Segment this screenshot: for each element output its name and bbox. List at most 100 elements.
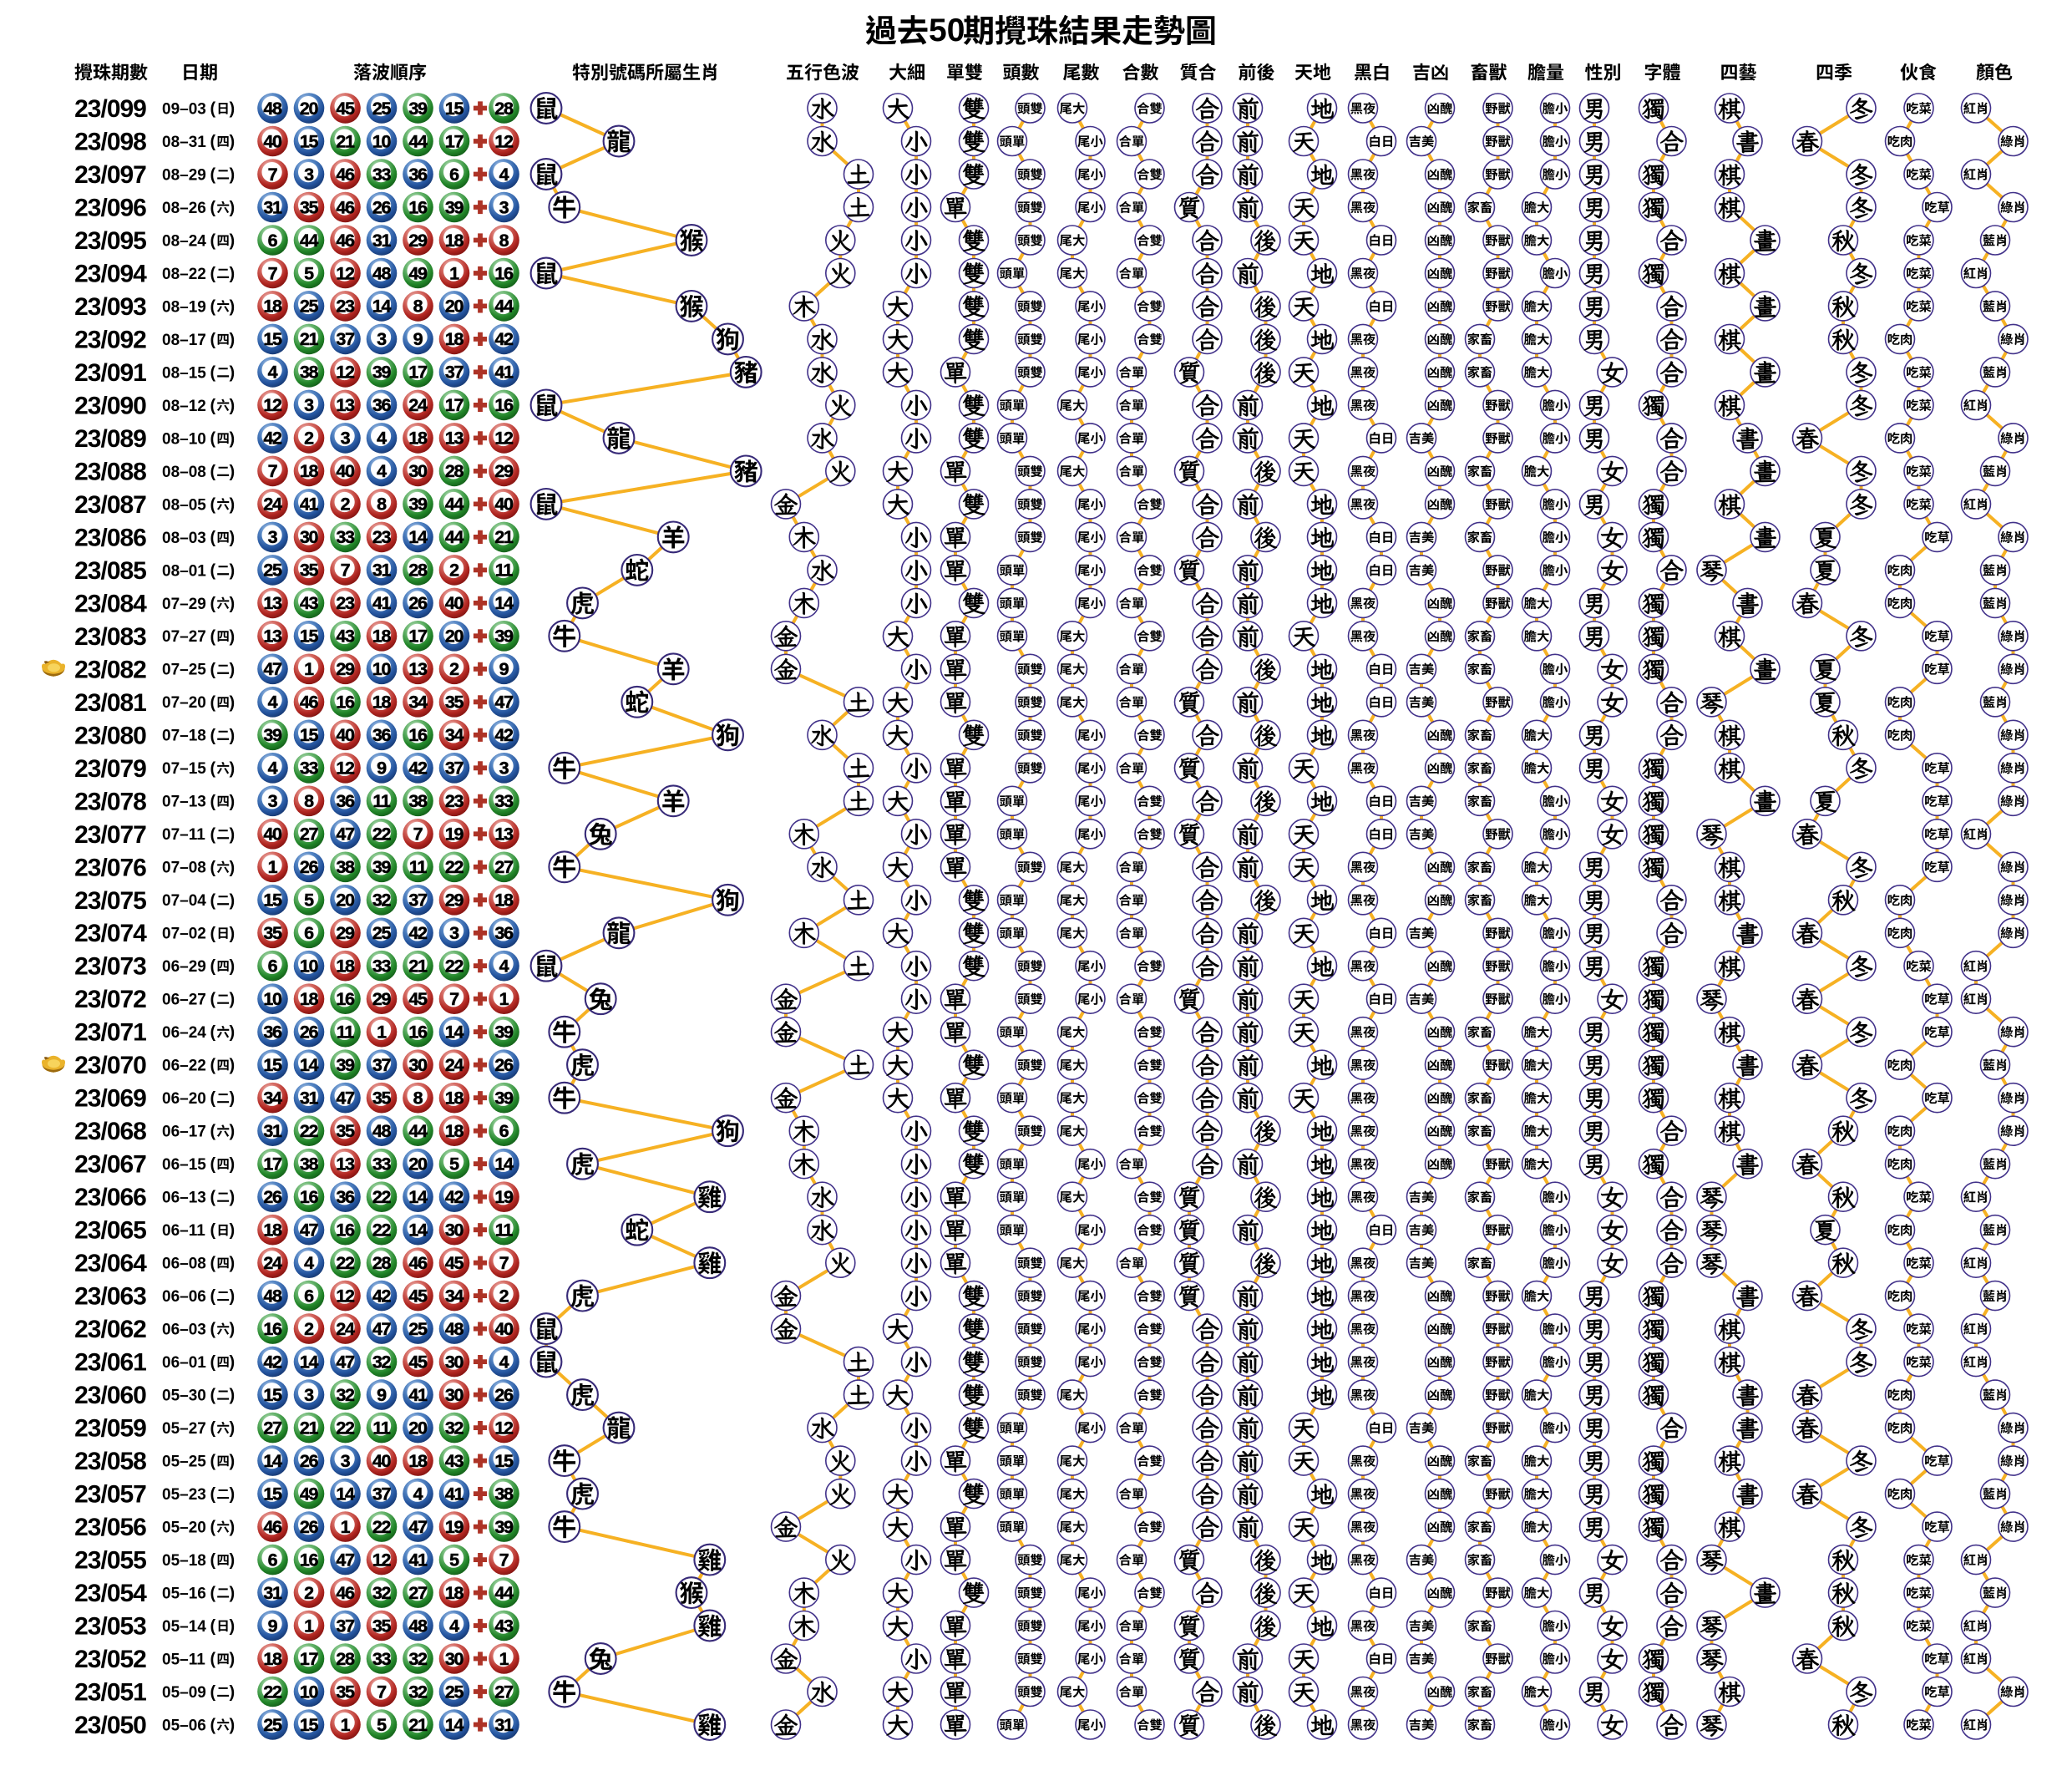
svg-text:08–15: 08–15: [162, 364, 206, 382]
svg-text:14: 14: [300, 1352, 319, 1372]
svg-text:23/065: 23/065: [74, 1217, 146, 1245]
svg-text:18: 18: [494, 890, 514, 911]
svg-text:05–27: 05–27: [162, 1420, 206, 1438]
svg-text:16: 16: [494, 263, 514, 283]
svg-text:16: 16: [300, 1550, 319, 1570]
svg-text:07–29: 07–29: [162, 596, 206, 613]
svg-text:(: (: [210, 595, 216, 613]
svg-text:(: (: [210, 793, 216, 811]
svg-text:10: 10: [300, 1682, 319, 1702]
svg-text:3: 3: [449, 923, 459, 943]
svg-text:23/091: 23/091: [74, 359, 146, 387]
svg-text:10: 10: [372, 659, 392, 679]
svg-text:19: 19: [494, 1187, 514, 1207]
svg-text:): ): [230, 1321, 236, 1339]
svg-text:47: 47: [494, 693, 514, 713]
svg-text:39: 39: [372, 857, 392, 877]
svg-text:47: 47: [300, 1220, 319, 1241]
svg-text:): ): [230, 957, 236, 976]
svg-text:23/056: 23/056: [74, 1514, 146, 1541]
svg-text:08–26: 08–26: [162, 200, 206, 217]
svg-text:7: 7: [413, 825, 423, 845]
svg-text:06–11: 06–11: [162, 1222, 205, 1240]
svg-text:(: (: [210, 232, 216, 251]
svg-text:06–08: 06–08: [162, 1256, 206, 1273]
svg-text:19: 19: [445, 825, 464, 845]
svg-text:15: 15: [445, 99, 464, 119]
svg-text:23/052: 23/052: [74, 1646, 146, 1673]
svg-text:): ): [230, 727, 236, 745]
svg-text:43: 43: [336, 627, 355, 647]
svg-text:23/099: 23/099: [74, 95, 146, 123]
svg-text:(: (: [210, 429, 216, 448]
svg-text:14: 14: [408, 527, 428, 547]
svg-text:08–05: 08–05: [162, 496, 206, 514]
svg-text:23/082: 23/082: [74, 656, 146, 683]
svg-text:36: 36: [336, 1187, 355, 1207]
svg-text:16: 16: [300, 1187, 319, 1207]
svg-text:18: 18: [408, 1451, 428, 1471]
svg-text:40: 40: [494, 495, 514, 515]
svg-text:(: (: [210, 1485, 216, 1504]
svg-text:07–02: 07–02: [162, 926, 206, 943]
svg-text:): ): [230, 793, 236, 811]
svg-text:15: 15: [300, 627, 319, 647]
svg-text:5: 5: [449, 1550, 459, 1570]
svg-text:28: 28: [445, 461, 464, 481]
svg-text:44: 44: [445, 527, 464, 547]
svg-text:20: 20: [445, 297, 464, 317]
svg-text:15: 15: [263, 1055, 282, 1075]
svg-text:14: 14: [300, 1055, 319, 1075]
svg-text:22: 22: [372, 1517, 392, 1537]
svg-text:4: 4: [499, 1352, 509, 1372]
svg-text:2: 2: [304, 1583, 314, 1603]
svg-text:44: 44: [494, 297, 514, 317]
svg-text:(: (: [210, 1651, 216, 1669]
svg-text:): ): [230, 1123, 236, 1141]
svg-text:6: 6: [304, 923, 314, 943]
svg-text:42: 42: [494, 329, 514, 349]
svg-text:05–06: 05–06: [162, 1717, 206, 1734]
svg-text:09–03: 09–03: [162, 100, 206, 118]
svg-text:8: 8: [304, 791, 314, 811]
svg-text:21: 21: [408, 1715, 428, 1735]
svg-text:31: 31: [372, 231, 392, 251]
svg-text:23/083: 23/083: [74, 623, 146, 651]
svg-text:11: 11: [372, 1418, 390, 1438]
svg-text:): ): [230, 859, 236, 877]
svg-text:18: 18: [445, 1088, 464, 1109]
svg-text:9: 9: [377, 1385, 387, 1405]
svg-text:13: 13: [263, 593, 282, 613]
svg-text:05–20: 05–20: [162, 1520, 206, 1537]
svg-text:34: 34: [408, 693, 428, 713]
svg-text:2: 2: [449, 659, 459, 679]
svg-text:7: 7: [268, 263, 278, 283]
svg-text:15: 15: [263, 1484, 282, 1504]
svg-text:3: 3: [304, 395, 314, 415]
svg-text:27: 27: [263, 1418, 282, 1438]
svg-text:17: 17: [408, 363, 428, 383]
svg-text:06–06: 06–06: [162, 1288, 206, 1306]
svg-text:16: 16: [263, 1319, 282, 1339]
svg-text:38: 38: [336, 857, 355, 877]
svg-text:): ): [230, 133, 236, 151]
svg-text:06–17: 06–17: [162, 1124, 206, 1141]
svg-text:23/097: 23/097: [74, 161, 146, 189]
svg-text:11: 11: [372, 791, 390, 811]
svg-text:27: 27: [408, 1583, 428, 1603]
svg-text:4: 4: [377, 461, 387, 481]
svg-text:10: 10: [263, 989, 282, 1009]
svg-text:43: 43: [445, 1451, 464, 1471]
svg-text:33: 33: [300, 759, 319, 779]
svg-text:34: 34: [263, 1088, 282, 1109]
svg-text:22: 22: [336, 1418, 355, 1438]
svg-text:16: 16: [408, 197, 428, 217]
svg-text:22: 22: [372, 825, 392, 845]
svg-text:7: 7: [268, 165, 278, 185]
svg-text:3: 3: [499, 197, 509, 217]
svg-text:31: 31: [300, 1088, 319, 1109]
svg-text:18: 18: [408, 429, 428, 449]
svg-text:06–29: 06–29: [162, 958, 206, 976]
svg-text:1: 1: [268, 857, 278, 877]
svg-text:14: 14: [494, 593, 514, 613]
